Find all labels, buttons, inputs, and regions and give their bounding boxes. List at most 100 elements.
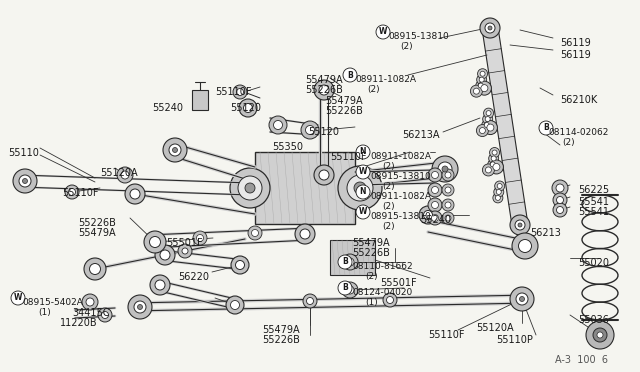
Text: 08114-02062: 08114-02062 (548, 128, 609, 137)
Circle shape (557, 196, 563, 203)
Circle shape (484, 122, 489, 128)
Text: W: W (359, 208, 367, 217)
Circle shape (494, 187, 504, 197)
Circle shape (431, 171, 438, 179)
Circle shape (226, 296, 244, 314)
Text: 55226B: 55226B (78, 218, 116, 228)
Text: 56225: 56225 (578, 185, 609, 195)
Text: 56213A: 56213A (402, 130, 440, 140)
Text: 55226B: 55226B (352, 248, 390, 258)
Text: W: W (359, 167, 367, 176)
Circle shape (13, 169, 37, 193)
Circle shape (442, 199, 454, 211)
Text: 56213: 56213 (530, 228, 561, 238)
Circle shape (474, 88, 479, 94)
Text: (2): (2) (562, 138, 575, 147)
Circle shape (490, 162, 495, 167)
Circle shape (490, 160, 504, 174)
Text: 55479A: 55479A (262, 325, 300, 335)
Circle shape (553, 193, 567, 207)
Text: 55120A: 55120A (100, 168, 138, 178)
Circle shape (236, 260, 244, 269)
Text: B: B (342, 283, 348, 292)
Text: 55479A: 55479A (325, 96, 363, 106)
Circle shape (431, 215, 438, 221)
Circle shape (486, 110, 491, 116)
Circle shape (593, 328, 607, 342)
Text: (2): (2) (382, 202, 395, 211)
Text: 55541: 55541 (578, 207, 609, 217)
Circle shape (491, 156, 496, 161)
Text: 08911-1082A: 08911-1082A (370, 192, 431, 201)
Circle shape (470, 85, 483, 97)
Circle shape (196, 234, 204, 241)
Circle shape (303, 294, 317, 308)
Text: 55120: 55120 (230, 103, 261, 113)
Circle shape (445, 172, 451, 178)
Circle shape (483, 114, 493, 124)
Bar (192, 90, 208, 110)
Text: (2): (2) (382, 162, 395, 171)
Circle shape (150, 275, 170, 295)
Circle shape (319, 170, 329, 180)
Circle shape (68, 189, 76, 196)
Circle shape (82, 294, 98, 310)
Circle shape (98, 308, 112, 322)
Circle shape (586, 321, 614, 349)
Text: (1): (1) (365, 298, 378, 307)
Circle shape (495, 195, 500, 201)
Circle shape (314, 80, 334, 100)
Circle shape (178, 244, 192, 258)
Circle shape (128, 295, 152, 319)
Circle shape (488, 159, 498, 169)
Text: 55120: 55120 (308, 127, 339, 137)
Circle shape (428, 168, 442, 182)
Text: N: N (360, 148, 366, 157)
Text: 56220: 56220 (178, 272, 209, 282)
Circle shape (492, 150, 497, 155)
Circle shape (520, 296, 525, 301)
Circle shape (442, 166, 448, 172)
Text: W: W (379, 28, 387, 36)
Text: (2): (2) (400, 42, 413, 51)
Circle shape (445, 187, 451, 193)
Circle shape (117, 167, 133, 183)
Circle shape (445, 202, 451, 208)
Circle shape (173, 148, 177, 153)
Circle shape (485, 23, 495, 33)
Circle shape (428, 211, 442, 225)
Text: N: N (360, 187, 366, 196)
Bar (330, 240, 375, 275)
Text: 08124-04020: 08124-04020 (352, 288, 412, 297)
Text: 08915-13810: 08915-13810 (370, 212, 431, 221)
Text: 55226B: 55226B (305, 85, 343, 95)
Circle shape (557, 206, 563, 214)
Circle shape (496, 189, 501, 195)
Circle shape (356, 145, 370, 159)
Text: 11220B: 11220B (60, 318, 98, 328)
Circle shape (121, 171, 129, 179)
Text: 55541: 55541 (578, 197, 609, 207)
Circle shape (476, 81, 486, 91)
Text: 55110P: 55110P (496, 335, 533, 345)
Circle shape (442, 212, 454, 224)
Text: 55036: 55036 (578, 315, 609, 325)
Circle shape (252, 230, 259, 237)
Text: 08110-81662: 08110-81662 (352, 262, 413, 271)
Text: 55226B: 55226B (325, 106, 363, 116)
Circle shape (343, 68, 357, 82)
Circle shape (518, 240, 531, 253)
Circle shape (512, 233, 538, 259)
Circle shape (346, 286, 354, 294)
Circle shape (556, 184, 564, 192)
Circle shape (84, 258, 106, 280)
Circle shape (301, 121, 319, 139)
Text: 55110F: 55110F (428, 330, 465, 340)
Text: 55479A: 55479A (78, 228, 116, 238)
Circle shape (230, 168, 270, 208)
Circle shape (314, 165, 334, 185)
Circle shape (438, 162, 452, 176)
Circle shape (442, 169, 454, 181)
Circle shape (231, 256, 249, 274)
Circle shape (428, 198, 442, 212)
